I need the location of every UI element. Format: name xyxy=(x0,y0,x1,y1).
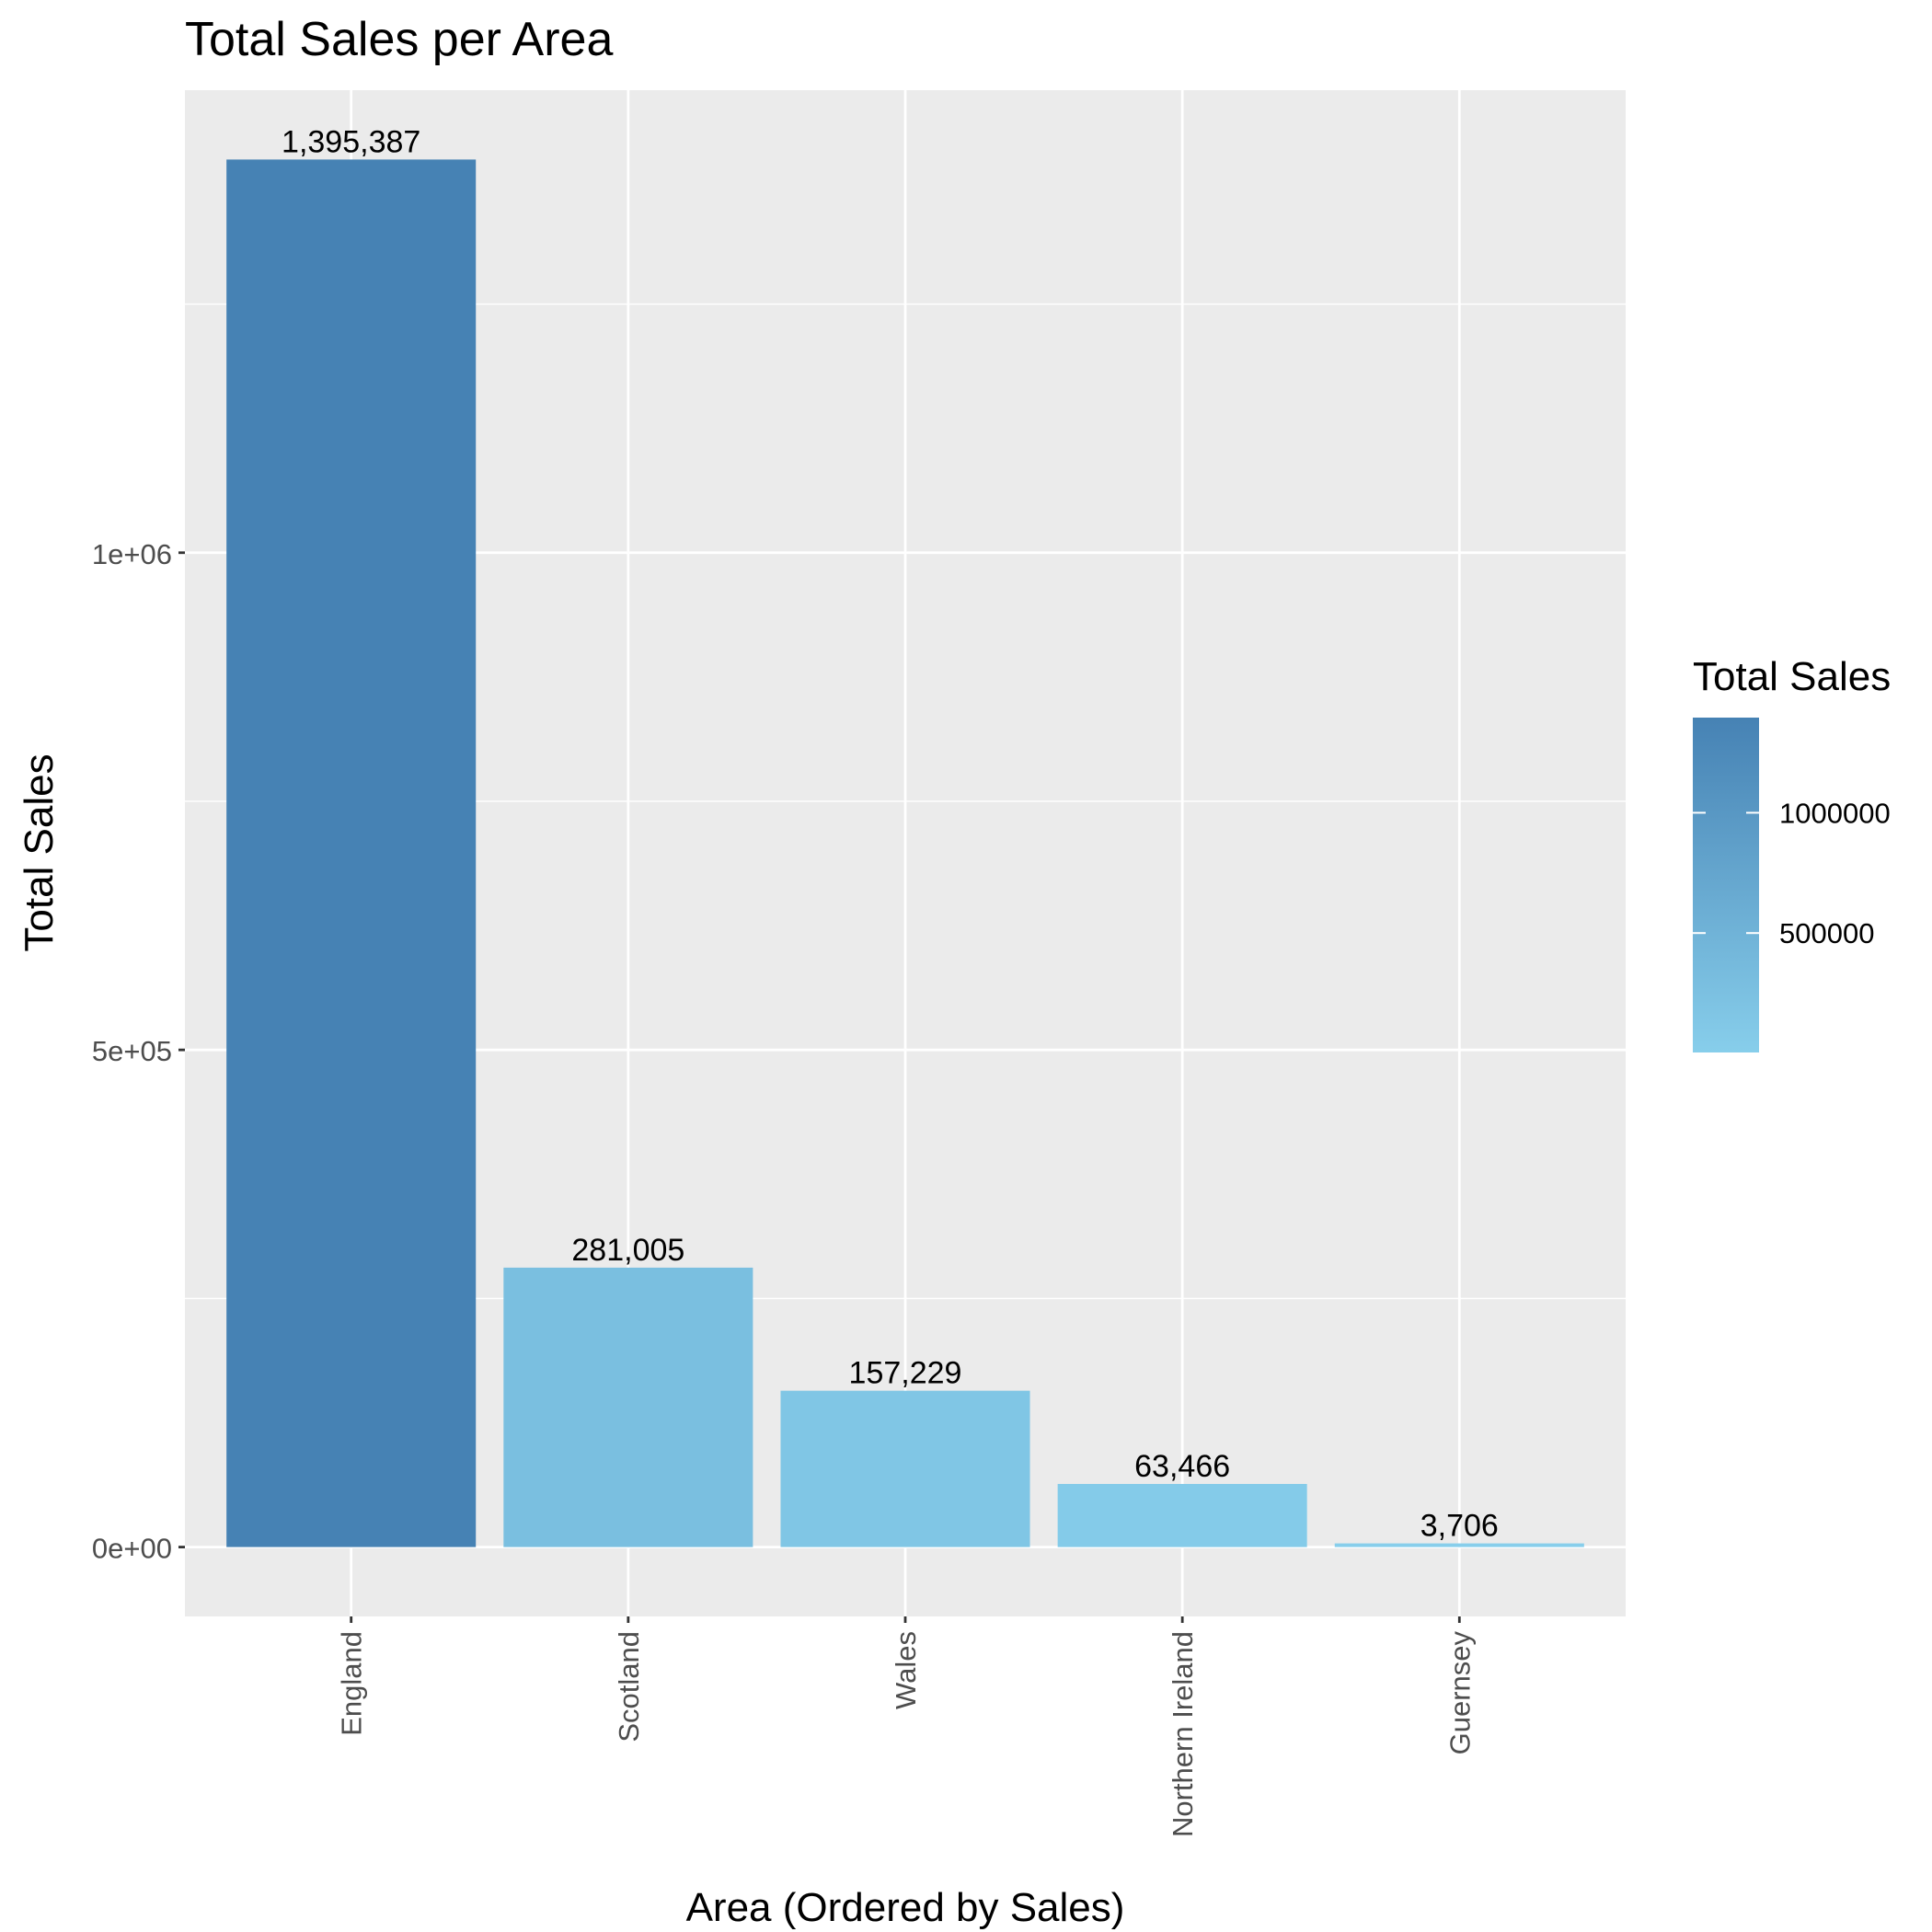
legend-title: Total Sales xyxy=(1693,654,1891,699)
legend-tick-label: 1000000 xyxy=(1779,797,1891,829)
x-tick-label: Scotland xyxy=(613,1631,645,1742)
bar-scotland xyxy=(503,1267,753,1547)
chart-title: Total Sales per Area xyxy=(185,13,613,66)
y-tick-label: 5e+05 xyxy=(92,1035,172,1067)
x-tick-label: Guernsey xyxy=(1443,1631,1476,1755)
y-axis: 0e+00 5e+05 1e+06 xyxy=(92,538,185,1565)
data-label: 281,005 xyxy=(571,1233,684,1268)
legend-colorbar xyxy=(1693,718,1759,1052)
x-tick-label: Wales xyxy=(890,1631,922,1709)
bars xyxy=(226,159,1584,1547)
data-label: 157,229 xyxy=(849,1356,962,1391)
y-tick-label: 0e+00 xyxy=(92,1533,172,1565)
legend-ticks: 1000000 500000 xyxy=(1693,797,1891,949)
bar-england xyxy=(226,159,477,1547)
legend: Total Sales 1000000 500000 xyxy=(1693,654,1891,1052)
x-tick-label: England xyxy=(336,1631,368,1736)
legend-tick-label: 500000 xyxy=(1779,917,1874,949)
data-labels: 1,395,387 281,005 157,229 63,466 3,706 xyxy=(282,124,1499,1543)
y-axis-title: Total Sales xyxy=(17,753,62,951)
y-tick-label: 1e+06 xyxy=(92,538,172,570)
data-label: 1,395,387 xyxy=(282,124,420,159)
x-tick-label: Northern Ireland xyxy=(1167,1631,1199,1837)
bar-northern-ireland xyxy=(1057,1483,1307,1547)
x-axis-title: Area (Ordered by Sales) xyxy=(686,1885,1125,1930)
bar-guernsey xyxy=(1334,1543,1584,1547)
data-label: 3,706 xyxy=(1420,1509,1499,1544)
bar-wales xyxy=(780,1390,1030,1547)
data-label: 63,466 xyxy=(1134,1449,1230,1484)
x-axis: England Scotland Wales Northern Ireland Guer… xyxy=(336,1616,1476,1837)
